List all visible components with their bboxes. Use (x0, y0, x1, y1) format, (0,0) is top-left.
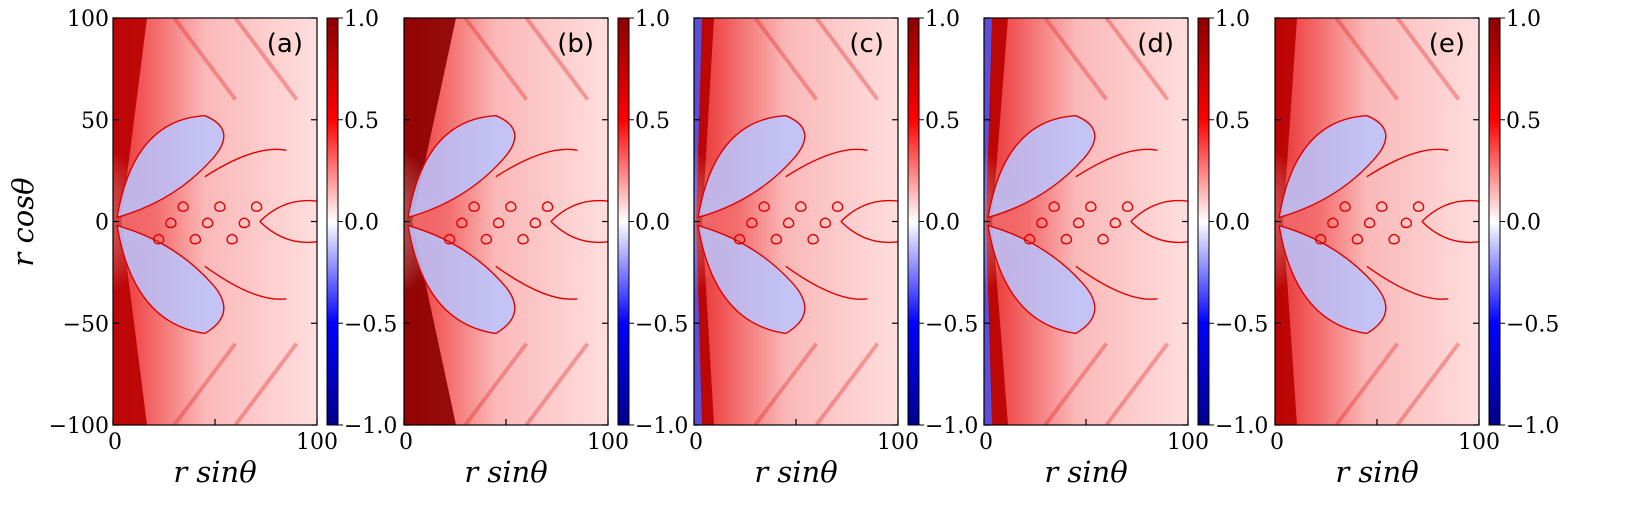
zero-contour (1278, 114, 1479, 335)
panel-label: (c) (849, 29, 884, 59)
x-tick-label: 0 (689, 430, 703, 455)
colorbar-tick-label: 0.5 (925, 109, 960, 134)
colorbar-tick-label: −0.5 (1506, 312, 1559, 337)
x-axis-label: r sinθ (173, 455, 256, 489)
colorbar (907, 17, 920, 426)
colorbar-tick-label: 1.0 (925, 7, 960, 32)
x-tick-label: 100 (1167, 430, 1209, 455)
negative-lobe-upper (117, 115, 224, 218)
panel-d: 0 100 r sinθ (d) 1.0 0.5 0.0 −0.5 −1.0 (979, 7, 1268, 489)
colorbar-tick-label: −0.5 (635, 312, 688, 337)
x-axis-label: r sinθ (464, 455, 547, 489)
negative-lobe-upper (988, 115, 1095, 218)
y-tick-label: 0 (95, 211, 109, 236)
zero-contour (116, 114, 317, 335)
colorbar-tick-label: 0.5 (1215, 109, 1250, 134)
colorbar-tick-label: 0.5 (1506, 109, 1541, 134)
negative-lobe-upper (408, 115, 515, 218)
colorbar-tick-label: 0.0 (1215, 211, 1250, 236)
x-tick-label: 100 (587, 430, 629, 455)
colorbar (617, 17, 630, 426)
heatmap-field (404, 18, 608, 425)
colorbar-tick-label: 0.0 (635, 211, 670, 236)
colorbar-tick-label: 0.5 (344, 109, 379, 134)
heatmap-field (113, 18, 317, 425)
colorbar-tick-label: −1.0 (635, 414, 688, 439)
x-axis-label: r sinθ (1044, 455, 1127, 489)
x-tick-label: 0 (979, 430, 993, 455)
panel-label: (a) (267, 29, 303, 59)
x-tick-label: 100 (877, 430, 919, 455)
colorbar-tick-label: 0.0 (1506, 211, 1541, 236)
colorbar-tick-label: −1.0 (925, 414, 978, 439)
negative-lobe-upper (1279, 115, 1386, 218)
colorbar-tick-label: −0.5 (1215, 312, 1268, 337)
colorbar-tick-label: −1.0 (344, 414, 397, 439)
negative-lobe-lower (117, 225, 224, 334)
colorbar-tick-label: 1.0 (635, 7, 670, 32)
colorbar-tick-label: 0.0 (344, 211, 379, 236)
zero-contour (407, 114, 608, 335)
panel-label: (e) (1429, 29, 1465, 59)
x-tick-label: 0 (1270, 430, 1284, 455)
y-tick-label: 100 (67, 7, 109, 32)
negative-lobe-upper (698, 115, 805, 218)
x-axis-label: r sinθ (754, 455, 837, 489)
negative-lobe-lower (408, 225, 515, 334)
colorbar-tick-label: −0.5 (344, 312, 397, 337)
y-tick-label: 50 (81, 109, 109, 134)
colorbar (326, 17, 339, 426)
x-tick-label: 0 (108, 430, 122, 455)
panel-b: 0 100 r sinθ (b) 1.0 0.5 0.0 −0.5 −1.0 (399, 7, 688, 489)
panel-label: (b) (557, 29, 594, 59)
colorbar (1197, 17, 1210, 426)
x-tick-label: 100 (1458, 430, 1500, 455)
x-tick-label: 100 (296, 430, 338, 455)
colorbar-tick-label: −0.5 (925, 312, 978, 337)
negative-lobe-lower (698, 225, 805, 334)
colorbar (1488, 17, 1501, 426)
colorbar-tick-label: 1.0 (1506, 7, 1541, 32)
panel-c: 0 100 r sinθ (c) 1.0 0.5 0.0 −0.5 −1.0 (689, 7, 978, 489)
zero-contour (987, 114, 1188, 335)
y-tick-label: −50 (63, 312, 109, 337)
x-axis-label: r sinθ (1335, 455, 1418, 489)
x-tick-label: 0 (399, 430, 413, 455)
negative-lobe-lower (1279, 225, 1386, 334)
colorbar-tick-label: 0.5 (635, 109, 670, 134)
colorbar-tick-label: −1.0 (1506, 414, 1559, 439)
panel-label: (d) (1137, 29, 1174, 59)
panel-e: 0 100 r sinθ (e) 1.0 0.5 0.0 −0.5 −1.0 (1270, 7, 1559, 489)
colorbar-tick-label: −1.0 (1215, 414, 1268, 439)
colorbar-tick-label: 1.0 (344, 7, 379, 32)
colorbar-tick-label: 0.0 (925, 211, 960, 236)
y-tick-label: −100 (49, 414, 109, 439)
y-axis-label: r cosθ (6, 177, 40, 266)
colorbar-tick-label: 1.0 (1215, 7, 1250, 32)
heatmap-field (694, 18, 898, 425)
zero-contour (697, 114, 898, 335)
negative-lobe-lower (988, 225, 1095, 334)
